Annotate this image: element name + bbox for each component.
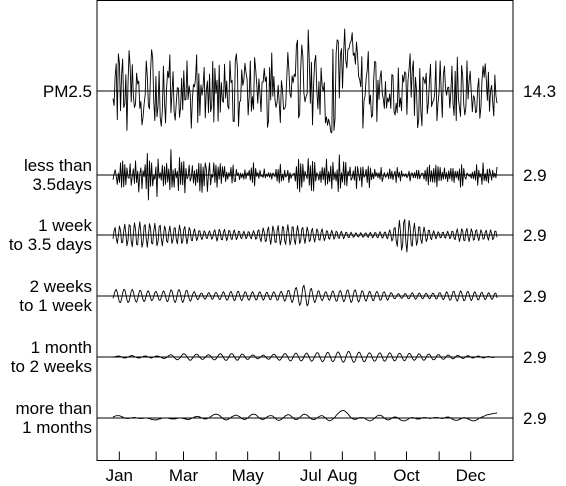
plot-frame xyxy=(96,0,514,461)
series-label: more than xyxy=(15,399,92,418)
scale-value: 2.9 xyxy=(523,166,547,185)
series-label: 2 weeks xyxy=(30,277,92,296)
series-label: 1 months xyxy=(22,418,92,437)
series-line xyxy=(112,350,497,363)
panel-1: PM2.5 14.3 xyxy=(43,28,556,134)
series-line xyxy=(112,28,498,134)
series-label: 1 week xyxy=(38,216,92,235)
x-tick-label: Jul xyxy=(300,466,322,485)
scale-value: 14.3 xyxy=(523,82,556,101)
series-line xyxy=(112,284,498,307)
x-tick-label: Oct xyxy=(393,466,420,485)
series-line xyxy=(112,219,498,253)
x-tick-label: Mar xyxy=(169,466,199,485)
series-label: less than xyxy=(24,156,92,175)
series-label: to 3.5 days xyxy=(9,235,92,254)
x-tick-label: Dec xyxy=(456,466,487,485)
x-axis: Jan Mar May Jul Aug Oct Dec xyxy=(106,451,487,485)
series-label: to 1 week xyxy=(19,296,92,315)
series-line xyxy=(112,149,498,201)
series-label: 3.5days xyxy=(32,175,92,194)
scale-value: 2.9 xyxy=(523,348,547,367)
x-tick-label: Jan xyxy=(106,466,133,485)
series-line xyxy=(112,410,498,422)
scale-value: 2.9 xyxy=(523,287,547,306)
series-label: to 2 weeks xyxy=(11,357,92,376)
series-label: PM2.5 xyxy=(43,82,92,101)
scale-value: 2.9 xyxy=(523,409,547,428)
series-label: 1 month xyxy=(31,338,92,357)
x-tick-label: Aug xyxy=(327,466,357,485)
x-tick-label: May xyxy=(232,466,265,485)
scale-value: 2.9 xyxy=(523,226,547,245)
